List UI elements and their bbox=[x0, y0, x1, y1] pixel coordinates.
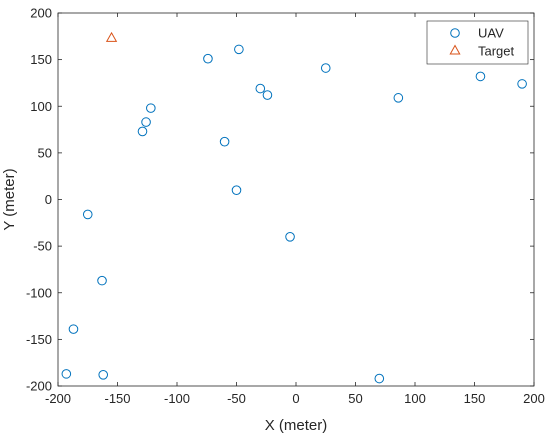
y-tick-labels: -200 -150 -100 -50 0 50 100 150 200 bbox=[26, 6, 52, 394]
y-tick-label: 0 bbox=[45, 192, 52, 207]
uav-point bbox=[393, 93, 404, 103]
y-tick-label: 50 bbox=[38, 145, 52, 160]
y-tick-label: -200 bbox=[26, 379, 52, 394]
x-tick-labels: -200 -150 -100 -50 0 50 100 150 200 bbox=[45, 391, 545, 406]
uav-point bbox=[137, 126, 148, 137]
uav-point bbox=[97, 275, 107, 286]
uav-point bbox=[320, 63, 331, 73]
y-tick-label: 150 bbox=[30, 52, 52, 67]
uav-point bbox=[203, 53, 213, 64]
uav-point bbox=[255, 83, 266, 94]
x-tick-label: -150 bbox=[104, 391, 130, 406]
x-tick-label: 50 bbox=[348, 391, 362, 406]
legend-uav-marker bbox=[450, 28, 460, 38]
uav-point bbox=[146, 103, 156, 113]
legend-target-marker bbox=[449, 44, 461, 55]
x-axis-label: X (meter) bbox=[265, 417, 328, 434]
y-tick-label: -100 bbox=[26, 285, 52, 300]
axis-ticks bbox=[57, 12, 535, 387]
uav-point bbox=[234, 44, 244, 55]
target-point bbox=[105, 31, 118, 42]
x-tick-label: 100 bbox=[404, 391, 426, 406]
uav-point bbox=[231, 185, 242, 195]
uav-point bbox=[68, 324, 79, 334]
data-points bbox=[61, 31, 527, 384]
x-tick-label: -100 bbox=[164, 391, 190, 406]
legend-box bbox=[426, 20, 529, 65]
legend: UAV Target bbox=[426, 20, 529, 65]
uav-point bbox=[219, 136, 230, 147]
y-tick-label: 200 bbox=[30, 6, 52, 21]
x-tick-label: 150 bbox=[464, 391, 486, 406]
uav-point bbox=[517, 79, 527, 89]
y-tick-label: -50 bbox=[33, 239, 52, 254]
plot-area bbox=[57, 12, 535, 387]
uav-point bbox=[285, 232, 295, 242]
x-tick-label: 200 bbox=[523, 391, 545, 406]
uav-point bbox=[141, 117, 151, 127]
y-tick-label: 100 bbox=[30, 99, 52, 114]
x-tick-label: -200 bbox=[45, 391, 71, 406]
uav-point bbox=[374, 373, 385, 384]
y-axis-label: Y (meter) bbox=[1, 168, 18, 230]
uav-point bbox=[98, 370, 109, 380]
uav-point bbox=[262, 90, 273, 100]
uav-point bbox=[61, 369, 72, 379]
y-tick-label: -150 bbox=[26, 332, 52, 347]
x-tick-label: -50 bbox=[227, 391, 246, 406]
uav-point bbox=[475, 71, 486, 82]
legend-uav-label: UAV bbox=[478, 26, 504, 41]
x-tick-label: 0 bbox=[292, 391, 299, 406]
legend-target-label: Target bbox=[478, 44, 515, 59]
uav-point bbox=[82, 209, 93, 220]
